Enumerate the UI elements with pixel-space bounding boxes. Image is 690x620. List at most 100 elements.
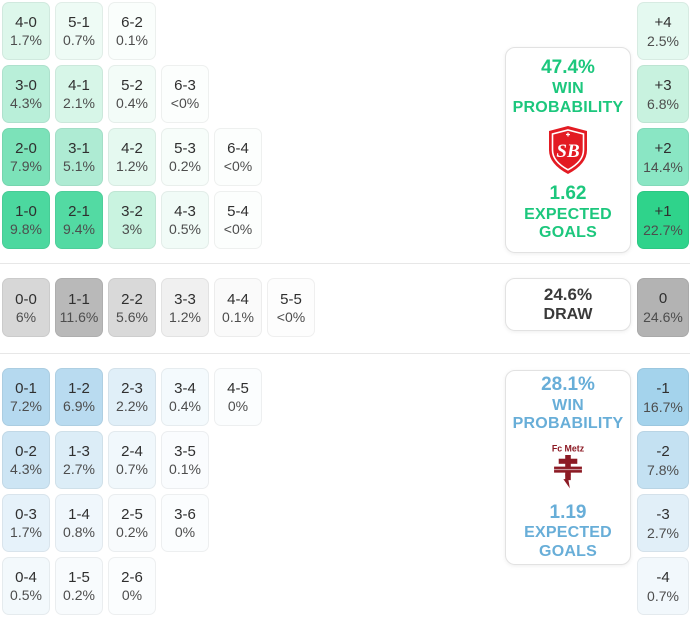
score-probability: 0.1% [169,461,201,477]
score-cell[interactable]: 3-3 1.2% [161,278,209,337]
score-cell[interactable]: 5-4 <0% [214,191,262,249]
score-cell[interactable]: 1-4 0.8% [55,494,103,552]
score-probability: 0.2% [63,587,95,603]
goal-diff-cell[interactable]: -4 0.7% [637,557,689,615]
score-cell[interactable]: 0-0 6% [2,278,50,337]
score-probability: 0.7% [116,461,148,477]
score-cell[interactable]: 0-3 1.7% [2,494,50,552]
score-cell[interactable]: 5-2 0.4% [108,65,156,123]
score-cell[interactable]: 3-0 4.3% [2,65,50,123]
score-cell[interactable]: 3-6 0% [161,494,209,552]
away-grid-row: 0-2 4.3% 1-3 2.7% 2-4 0.7% 3-5 0.1% [2,431,262,489]
score-cell[interactable]: 2-5 0.2% [108,494,156,552]
score-cell[interactable]: 2-2 5.6% [108,278,156,337]
score-cell[interactable]: 0-2 4.3% [2,431,50,489]
score-probability: 1.7% [10,524,42,540]
goal-diff-label: +4 [654,13,672,31]
score-cell[interactable]: 4-3 0.5% [161,191,209,249]
score-probability: 1.7% [10,32,42,48]
goal-diff-probability: 2.5% [647,32,679,49]
score-cell[interactable]: 3-5 0.1% [161,431,209,489]
scoreline: 3-0 [15,77,37,94]
score-cell[interactable]: 6-2 0.1% [108,2,156,60]
score-cell[interactable]: 1-0 9.8% [2,191,50,249]
score-cell[interactable]: 3-1 5.1% [55,128,103,186]
score-cell[interactable]: 4-5 0% [214,368,262,426]
svg-text:SB: SB [556,141,579,162]
score-probability: <0% [223,221,253,237]
scoreline: 0-1 [15,380,37,397]
score-probability: <0% [170,95,200,111]
goal-diff-cell[interactable]: +3 6.8% [637,65,689,123]
score-cell[interactable]: 2-6 0% [108,557,156,615]
score-cell[interactable]: 6-4 <0% [214,128,262,186]
score-cell[interactable]: 2-0 7.9% [2,128,50,186]
draw-percentage: 24.6% [543,284,593,304]
goal-diff-cell[interactable]: -1 16.7% [637,368,689,426]
scoreline: 3-2 [121,203,143,220]
goal-diff-cell[interactable]: -2 7.8% [637,431,689,489]
score-cell[interactable]: 3-4 0.4% [161,368,209,426]
draw-grid-row: 0-0 6% 1-1 11.6% 2-2 5.6% 3-3 1.2% 4-4 0.1% 5… [2,278,315,337]
score-cell[interactable]: 4-1 2.1% [55,65,103,123]
goal-diff-probability: 2.7% [647,524,679,541]
goal-diff-probability: 0.7% [647,587,679,604]
goal-diff-cell[interactable]: +1 22.7% [637,191,689,249]
scoreline: 5-2 [121,77,143,94]
score-cell[interactable]: 5-3 0.2% [161,128,209,186]
score-cell[interactable]: 1-2 6.9% [55,368,103,426]
scoreline: 2-2 [121,290,143,308]
goal-diff-label: -3 [656,505,670,523]
goal-diff-cell[interactable]: +2 14.4% [637,128,689,186]
score-cell[interactable]: 1-5 0.2% [55,557,103,615]
home-grid-row: 3-0 4.3% 4-1 2.1% 5-2 0.4% 6-3 <0% [2,65,262,123]
score-cell[interactable]: 2-1 9.4% [55,191,103,249]
goal-diff-label: +2 [654,139,672,157]
score-cell[interactable]: 4-4 0.1% [214,278,262,337]
scoreline: 5-1 [68,14,90,31]
scoreline: 4-1 [68,77,90,94]
score-cell[interactable]: 4-0 1.7% [2,2,50,60]
scoreline: 1-4 [68,506,90,523]
score-probability: 0.5% [10,587,42,603]
home-team-logo-icon: SB [546,125,590,175]
home-grid-row: 1-0 9.8% 2-1 9.4% 3-2 3% 4-3 0.5% 5-4 <0% [2,191,262,249]
score-probability: 0.1% [222,308,254,325]
score-cell[interactable]: 2-4 0.7% [108,431,156,489]
goal-diff-label: 0 [658,290,668,307]
scoreline: 3-6 [174,506,196,523]
scoreline: 4-3 [174,203,196,220]
score-cell[interactable]: 1-3 2.7% [55,431,103,489]
score-probability: <0% [223,158,253,174]
away-win-percentage: 28.1% [541,373,595,395]
score-cell[interactable]: 6-3 <0% [161,65,209,123]
draw-score-row: 0-0 6% 1-1 11.6% 2-2 5.6% 3-3 1.2% 4-4 0.1% 5… [2,278,315,342]
scoreline: 0-2 [15,443,37,460]
score-cell[interactable]: 4-2 1.2% [108,128,156,186]
section-divider [0,353,690,354]
goal-diff-cell[interactable]: -3 2.7% [637,494,689,552]
scoreline: 0-4 [15,569,37,586]
home-grid-row: 4-0 1.7% 5-1 0.7% 6-2 0.1% [2,2,262,60]
away-grid-row: 0-4 0.5% 1-5 0.2% 2-6 0% [2,557,262,615]
scoreline: 5-5 [280,290,302,308]
score-cell[interactable]: 3-2 3% [108,191,156,249]
scoreline: 5-3 [174,140,196,157]
score-probability: 6% [15,308,37,325]
score-probability: 7.9% [10,158,42,174]
scoreline: 2-4 [121,443,143,460]
score-probability: 9.8% [10,221,42,237]
score-cell[interactable]: 1-1 11.6% [55,278,103,337]
score-cell[interactable]: 0-1 7.2% [2,368,50,426]
score-probability: 2.1% [63,95,95,111]
score-cell[interactable]: 5-1 0.7% [55,2,103,60]
score-probability: 6.9% [63,398,95,414]
home-expected-goals-value: 1.62 [549,183,587,204]
score-cell[interactable]: 2-3 2.2% [108,368,156,426]
goal-diff-cell[interactable]: +4 2.5% [637,2,689,60]
goal-diff-label: -2 [656,442,670,460]
score-cell[interactable]: 5-5 <0% [267,278,315,337]
goal-diff-cell[interactable]: 0 24.6% [637,278,689,337]
score-cell[interactable]: 0-4 0.5% [2,557,50,615]
